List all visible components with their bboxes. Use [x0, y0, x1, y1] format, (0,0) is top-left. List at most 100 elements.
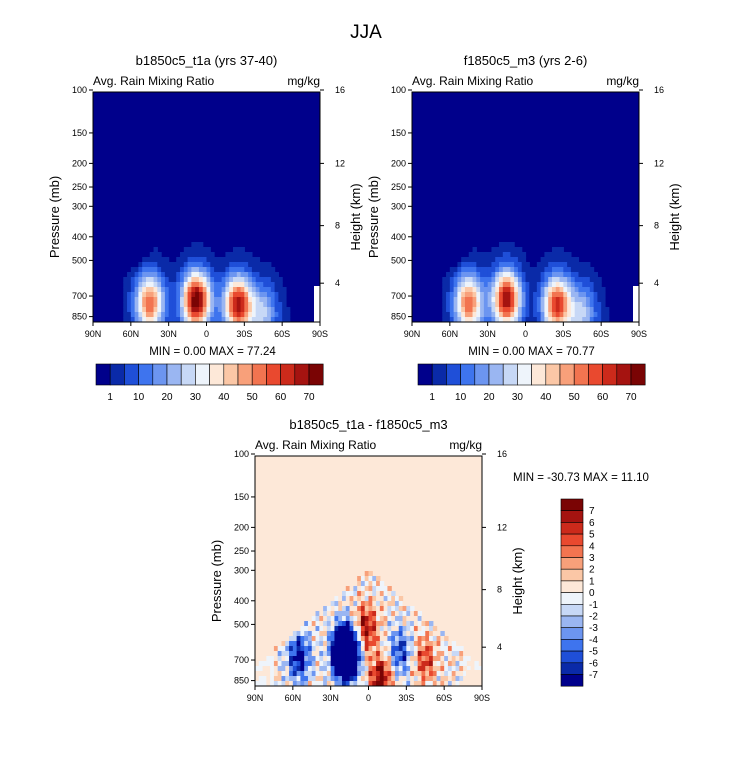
heatmap-cell: [334, 661, 339, 667]
heatmap-cell: [338, 601, 343, 607]
panel-left-label: Avg. Rain Mixing Ratio: [255, 438, 376, 452]
y-tick-label: 700: [391, 291, 406, 301]
heatmap-cell: [555, 282, 561, 288]
heatmap-cell: [251, 262, 257, 268]
heatmap-cell: [387, 641, 392, 647]
heatmap-cell: [307, 641, 313, 647]
heatmap-cell: [379, 656, 385, 662]
heatmap-cell: [304, 641, 309, 647]
heatmap-cell: [480, 297, 485, 303]
heatmap-cell: [476, 317, 481, 322]
heatmap-cell: [258, 676, 264, 682]
heatmap-cell: [483, 317, 489, 322]
heatmap-cell: [357, 641, 362, 647]
heatmap-cell: [326, 671, 332, 677]
colorbar-label: 7: [589, 506, 595, 517]
heatmap-cell: [229, 312, 234, 318]
heatmap-cell: [364, 591, 370, 597]
heatmap-cell: [446, 282, 451, 288]
heatmap-cell: [353, 626, 358, 632]
heatmap-cell: [559, 312, 564, 318]
heatmap-cell: [548, 297, 553, 303]
heatmap-cell: [544, 312, 549, 318]
heatmap-cell: [495, 257, 500, 263]
heatmap-cell: [463, 656, 468, 662]
heatmap-cell: [244, 317, 249, 322]
heatmap-cell: [495, 262, 500, 268]
heatmap-cell: [548, 267, 553, 273]
heatmap-cell: [444, 646, 449, 652]
heatmap-cell: [149, 312, 155, 318]
heatmap-cell: [191, 302, 196, 308]
heatmap-cell: [323, 661, 328, 667]
heatmap-cell: [168, 317, 174, 322]
heatmap-cell: [229, 292, 234, 298]
heatmap-cell: [244, 287, 249, 293]
heatmap-cell: [499, 277, 504, 283]
heatmap-cell: [345, 621, 351, 627]
heatmap-cell: [330, 646, 336, 652]
heatmap-cell: [330, 611, 336, 617]
heatmap-cell: [153, 282, 158, 288]
heatmap-cell: [153, 252, 158, 258]
heatmap-cell: [183, 317, 189, 322]
heatmap-cell: [387, 671, 392, 677]
heatmap-cell: [499, 282, 504, 288]
heatmap-cell: [251, 307, 257, 313]
heatmap-cell: [364, 586, 370, 592]
heatmap-cell: [172, 272, 177, 278]
heatmap-cell: [357, 591, 362, 597]
heatmap-cell: [563, 302, 568, 308]
heatmap-cell: [130, 312, 136, 318]
heatmap-cell: [413, 611, 419, 617]
heatmap-cell: [311, 636, 317, 642]
heatmap-cell: [251, 282, 257, 288]
heatmap-cell: [323, 621, 328, 627]
heatmap-cell: [206, 257, 211, 263]
heatmap-cell: [319, 616, 324, 622]
heatmap-cell: [217, 282, 223, 288]
heatmap-cell: [357, 666, 362, 672]
heatmap-cell: [130, 272, 136, 278]
heatmap-cell: [394, 626, 400, 632]
heatmap-cell: [149, 302, 155, 308]
heatmap-cell: [273, 656, 279, 662]
heatmap-cell: [368, 626, 373, 632]
colorbar-swatch: [573, 363, 589, 386]
heatmap-cell: [357, 636, 362, 642]
heatmap-cell: [495, 282, 500, 288]
heatmap-cell: [463, 681, 468, 686]
heatmap-cell: [157, 297, 162, 303]
heatmap-cell: [582, 317, 587, 322]
heatmap-cell: [432, 636, 438, 642]
heatmap-cell: [506, 247, 511, 253]
heatmap-cell: [210, 272, 215, 278]
heatmap-cell: [440, 646, 445, 652]
heatmap-cell: [517, 287, 523, 293]
heatmap-cell: [357, 671, 362, 677]
heatmap-cell: [387, 661, 392, 667]
heatmap-cell: [379, 606, 385, 612]
heatmap-cell: [311, 676, 317, 682]
heatmap-cell: [429, 621, 434, 627]
heatmap-cell: [323, 636, 328, 642]
heatmap-field: [255, 456, 482, 686]
heatmap-cell: [391, 651, 396, 657]
heatmap-cell: [360, 596, 366, 602]
heatmap-cell: [236, 292, 242, 298]
heatmap-cell: [274, 317, 279, 322]
y-tick-label: 850: [234, 676, 249, 686]
heatmap-cell: [402, 616, 407, 622]
heatmap-cell: [349, 611, 354, 617]
heatmap-cell: [383, 671, 389, 677]
heatmap-cell: [451, 666, 457, 672]
heatmap-cell: [555, 267, 561, 273]
panel-title: b1850c5_t1a (yrs 37-40): [136, 53, 278, 68]
heatmap-cell: [198, 292, 204, 298]
heatmap-cell: [368, 641, 373, 647]
heatmap-cell: [259, 272, 264, 278]
heatmap-cell: [372, 606, 377, 612]
heatmap-cell: [470, 666, 476, 672]
heatmap-cell: [210, 287, 215, 293]
heatmap-cell: [334, 626, 339, 632]
